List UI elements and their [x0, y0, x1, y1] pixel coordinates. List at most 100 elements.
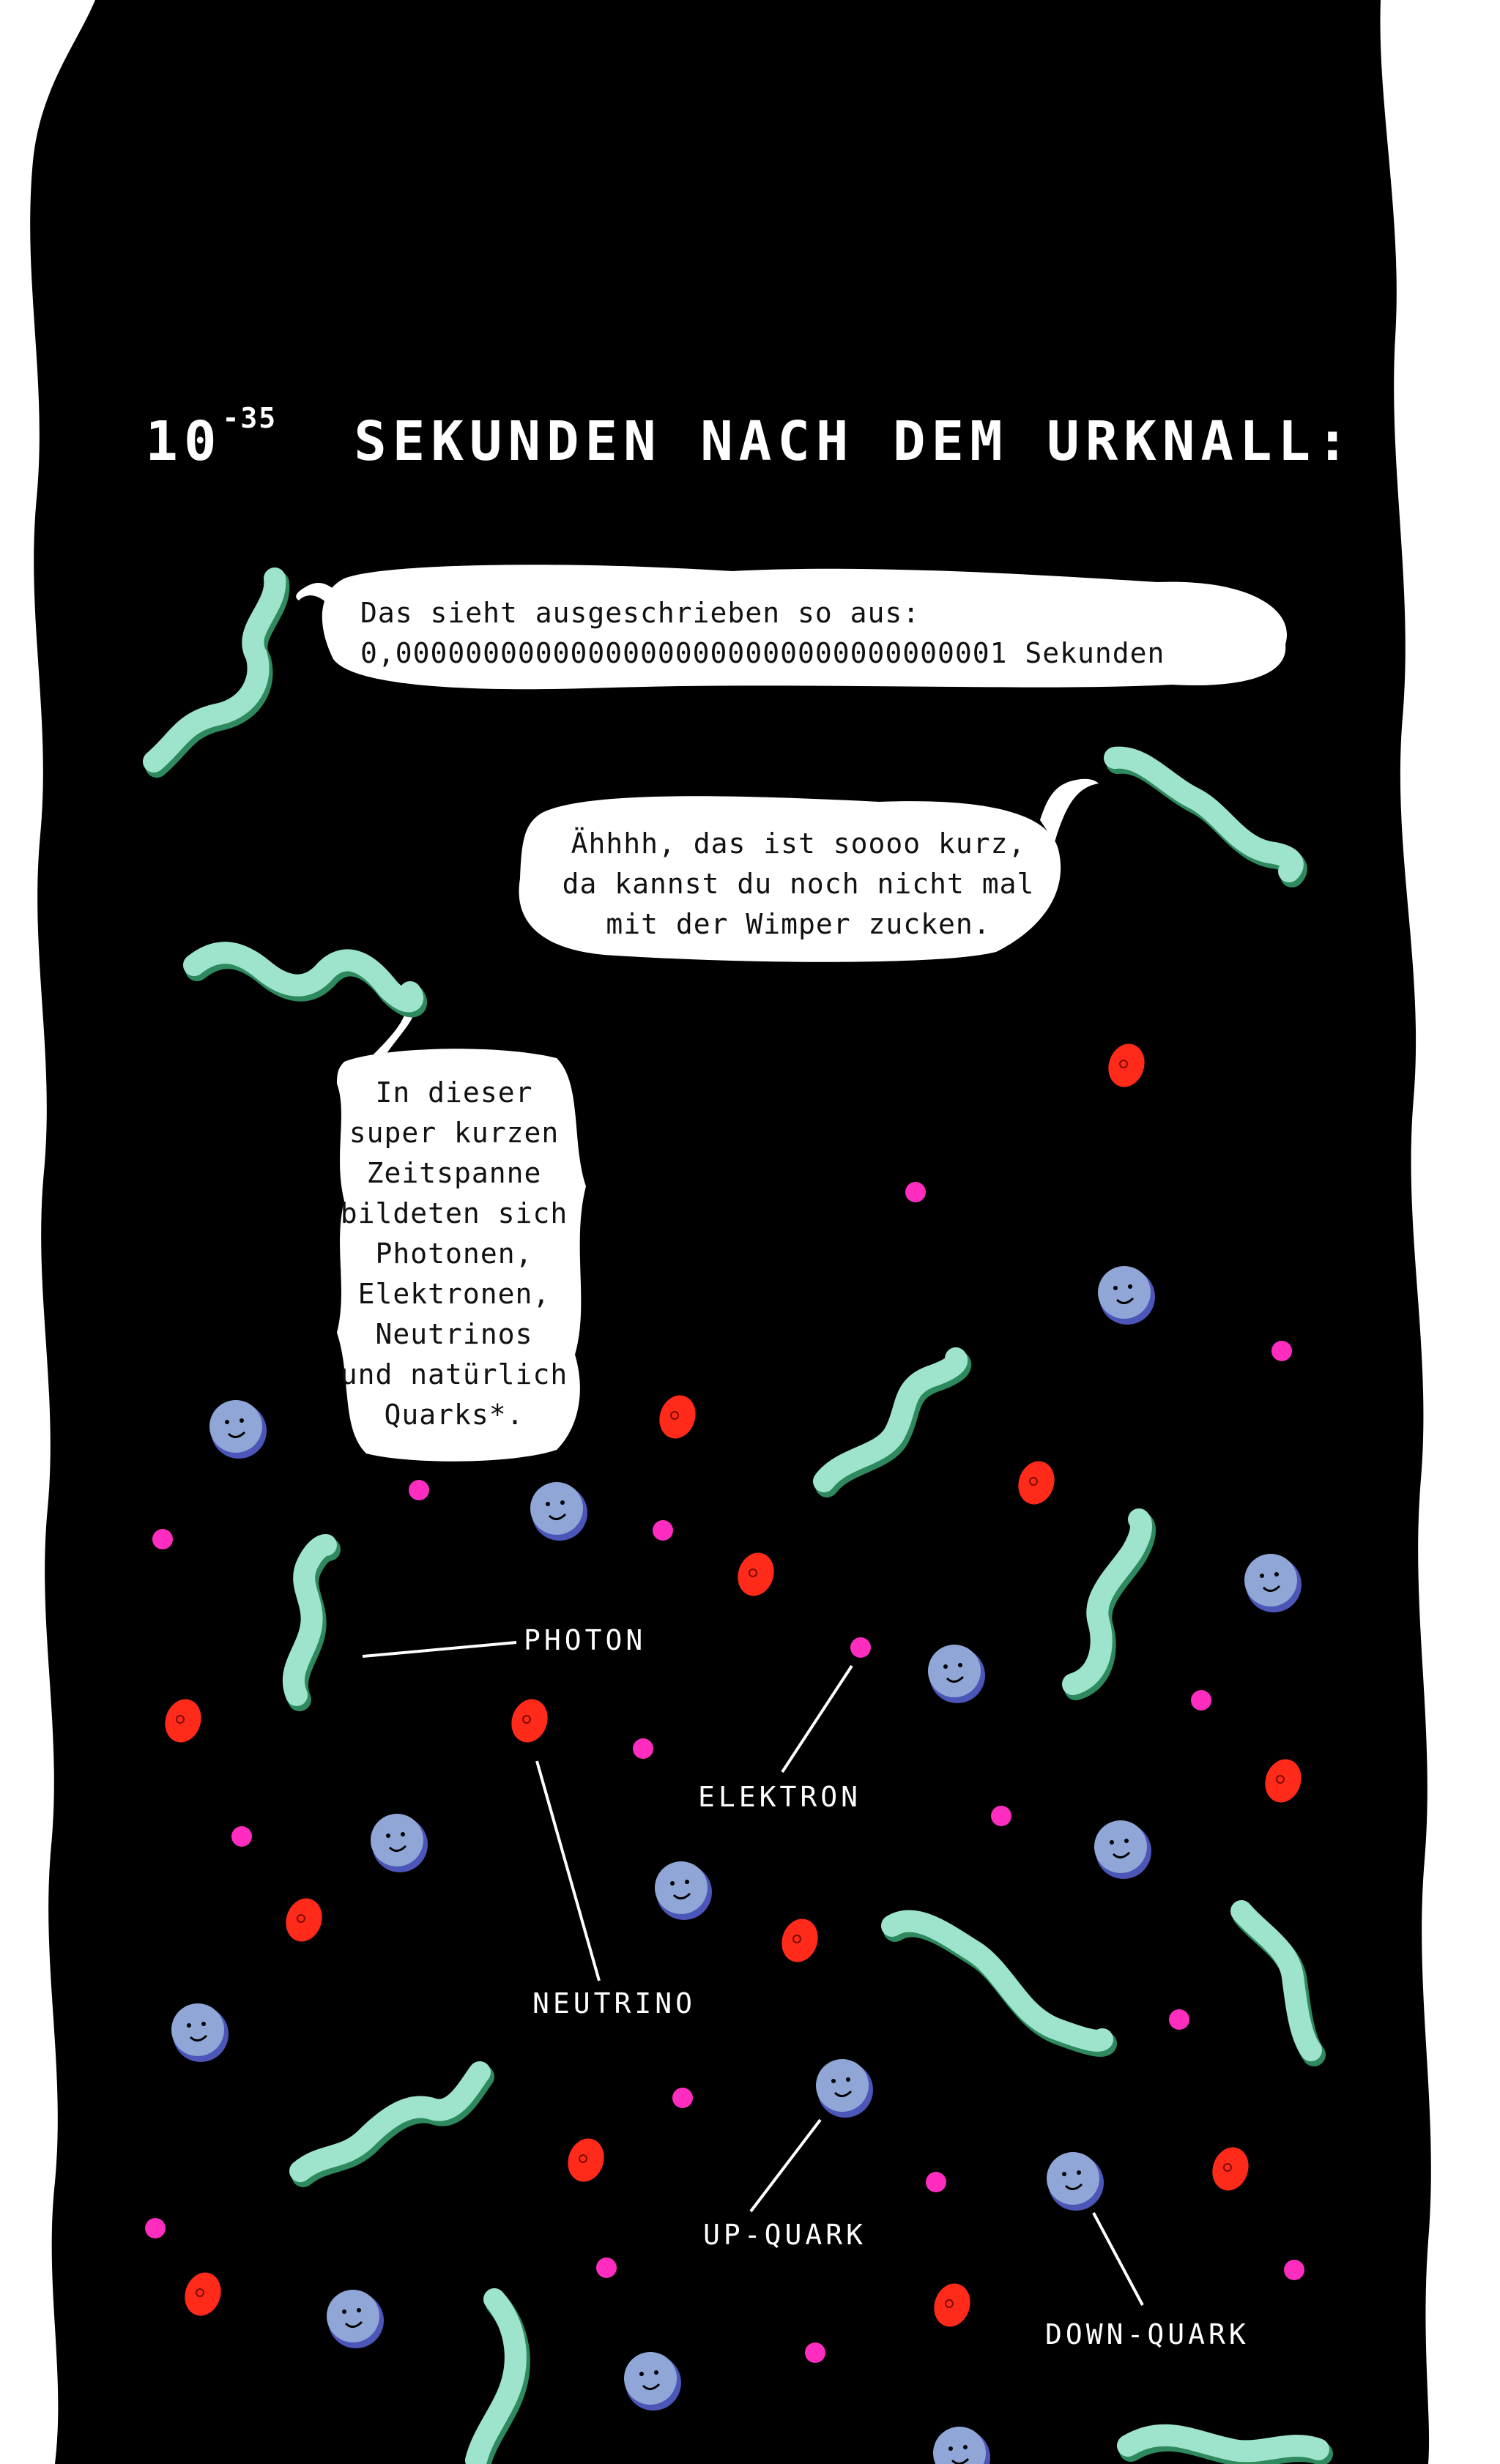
quark-eye: [560, 1500, 565, 1505]
quark-particle: [655, 1861, 708, 1914]
bubble-3-line: Quarks*.: [384, 1399, 524, 1431]
quark-eye: [240, 1418, 244, 1423]
speech-bubble-2: [519, 778, 1099, 962]
quark-mouth: [1064, 2183, 1083, 2190]
speech-bubble-1: [296, 565, 1288, 690]
quark-mouth: [189, 2034, 208, 2041]
quark-eye: [1062, 2172, 1066, 2176]
up-quark-label: UP-QUARK: [703, 2219, 867, 2251]
quark-eye: [948, 2446, 953, 2451]
heading-exponent: -35: [222, 402, 278, 435]
neutrino-face: [196, 2288, 204, 2297]
quark-particle: [371, 1814, 423, 1866]
electron-particle: [409, 1480, 429, 1500]
bubble-2-line: mit der Wimper zucken.: [606, 908, 991, 940]
quark-mouth: [946, 1675, 965, 1683]
bubble-3-line: und natürlich: [340, 1358, 568, 1391]
electron-particle: [653, 1520, 673, 1541]
quark-eye: [1110, 1840, 1114, 1845]
photon-particle: [813, 1347, 968, 1492]
quark-mouth: [548, 1513, 567, 1520]
photon-particle: [1062, 1508, 1152, 1695]
bubble-3-line: Photonen,: [375, 1237, 533, 1270]
quark-particle: [933, 2427, 986, 2464]
speech-bubble-1-text: Das sieht ausgeschrieben so aus: 0,000000…: [360, 593, 1165, 674]
electron-particle: [1191, 1690, 1211, 1711]
neutrino-face: [522, 1715, 531, 1724]
electron-particle: [633, 1738, 653, 1759]
bubble-3-line: Elektronen,: [357, 1278, 551, 1310]
quark-particle: [624, 2352, 677, 2405]
quark-eye: [958, 1663, 962, 1667]
electron-particle: [1284, 2260, 1304, 2280]
quark-particle: [1094, 1820, 1147, 1873]
quark-eye: [546, 1502, 550, 1506]
label-pointer-lines: [362, 1641, 1144, 2306]
electron-particle: [905, 1182, 926, 1202]
photon-label: PHOTON: [524, 1624, 647, 1656]
down-quark-pointer-line: [1092, 2212, 1144, 2306]
electron-particle: [231, 1826, 252, 1847]
quark-eye: [1128, 1284, 1132, 1289]
quark-eye: [654, 2370, 658, 2375]
quark-eye: [943, 1664, 948, 1669]
photon-particle: [881, 1910, 1113, 2052]
neutrino-face: [749, 1568, 757, 1577]
quark-mouth: [227, 1431, 246, 1438]
quark-eye: [386, 1834, 390, 1838]
quark-mouth: [642, 2383, 661, 2390]
quark-eye: [963, 2445, 968, 2449]
quark-particle: [1047, 2152, 1099, 2205]
bubble-3-line: Zeitspanne: [366, 1157, 542, 1189]
quark-eye: [225, 1420, 229, 1424]
bubble-3-line: Neutrinos: [375, 1318, 533, 1350]
quark-particle: [928, 1645, 981, 1697]
quark-mouth: [672, 1892, 691, 1899]
bubble-3-line: bildeten sich: [340, 1197, 568, 1229]
neutrino-face: [670, 1411, 679, 1420]
down-quark-label: DOWN-QUARK: [1045, 2318, 1250, 2351]
electron-particle: [926, 2172, 946, 2192]
quark-mouth: [1262, 1585, 1281, 1592]
electron-particle: [152, 1529, 173, 1549]
quark-particle: [816, 2059, 869, 2112]
photon-pointer-line: [362, 1641, 517, 1658]
quark-eye: [201, 2022, 206, 2026]
electron-particle: [991, 1806, 1011, 1826]
photon-particle: [282, 1534, 337, 1706]
quark-eye: [846, 2077, 850, 2082]
quark-particle: [209, 1400, 262, 1453]
bubble-1-line: 0,00000000000000000000000000000000001 Se…: [360, 637, 1165, 669]
electron-particle: [145, 2218, 166, 2238]
up-quark-pointer-line: [749, 2118, 822, 2213]
bubble-2-line: da kannst du noch nicht mal: [562, 868, 1035, 900]
speech-bubble-2-text: Ähhhh, das ist soooo kurz, da kannst du n…: [542, 824, 1055, 945]
quark-eye: [401, 1832, 405, 1836]
bubble-2-line: Ähhhh, das ist soooo kurz,: [571, 827, 1026, 860]
quark-eye: [1113, 1286, 1118, 1290]
quark-eye: [1124, 1839, 1129, 1843]
quark-mouth: [833, 2090, 853, 2097]
electron-particle: [805, 2342, 825, 2363]
quark-mouth: [344, 2320, 363, 2328]
elektron-pointer-line: [781, 1664, 853, 1773]
electron-particle: [850, 1637, 871, 1658]
heading-text: SEKUNDEN NACH DEM URKNALL:: [354, 410, 1355, 473]
bubble-1-line: Das sieht ausgeschrieben so aus:: [360, 597, 921, 629]
photon-particle: [465, 2288, 527, 2464]
photon-particle: [1230, 1900, 1322, 2061]
neutrino-face: [1119, 1060, 1128, 1068]
quark-eye: [1274, 1572, 1279, 1577]
quark-mouth: [1115, 1297, 1135, 1304]
quark-eye: [357, 2308, 361, 2312]
quark-eye: [639, 2372, 644, 2376]
neutrino-face: [176, 1715, 185, 1724]
photon-particle: [289, 2061, 491, 2182]
electron-particle: [672, 2088, 693, 2108]
electron-particle: [596, 2258, 617, 2278]
quark-particle: [1244, 1554, 1297, 1607]
photon-particle: [143, 567, 286, 773]
quark-eye: [670, 1881, 675, 1886]
quark-eye: [831, 2079, 836, 2083]
